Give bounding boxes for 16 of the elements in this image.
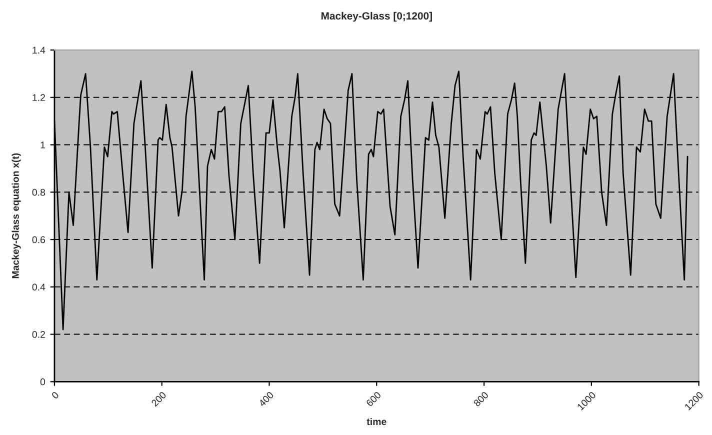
y-tick-label: 0.8 [32, 188, 46, 196]
y-tick-label: 1 [40, 142, 45, 148]
x-tick-label: 0 [51, 391, 60, 400]
y-tick-label: 0 [40, 378, 46, 386]
y-tick-label: 1.2 [32, 94, 45, 101]
y-tick-label: 0.6 [32, 236, 46, 244]
y-tick-label: 0.4 [32, 284, 46, 291]
y-axis-title: Mackey-Glass equation x(t) [12, 153, 21, 278]
y-tick-label: 0.2 [32, 331, 45, 338]
x-tick-label: 200 [150, 391, 167, 407]
x-tick-label: 800 [473, 391, 489, 407]
x-axis-title: time [366, 418, 386, 426]
chart-title: Mackey-Glass [0;1200] [321, 12, 432, 22]
x-tick-label: 600 [366, 391, 382, 407]
y-tick-label: 1.4 [32, 46, 46, 54]
x-tick-label: 400 [258, 391, 274, 408]
